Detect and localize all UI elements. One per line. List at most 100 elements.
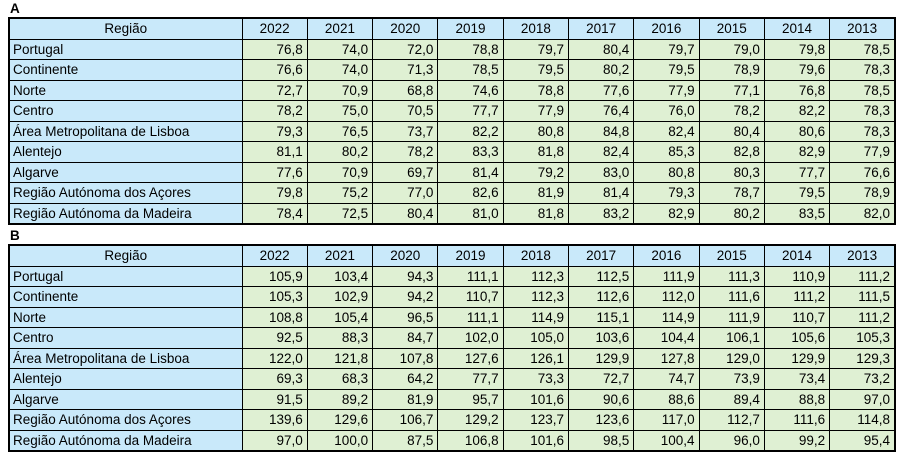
value-cell[interactable]: 96,0 — [698, 429, 765, 452]
value-cell[interactable]: 111,1 — [437, 306, 504, 328]
year-column-header[interactable]: 2017 — [567, 244, 635, 267]
value-cell[interactable]: 79,5 — [633, 59, 700, 81]
value-cell[interactable]: 91,5 — [241, 388, 308, 410]
value-cell[interactable]: 70,9 — [306, 79, 374, 101]
value-cell[interactable]: 82,0 — [829, 202, 896, 225]
year-column-header[interactable]: 2015 — [698, 244, 765, 267]
value-cell[interactable]: 81,8 — [502, 202, 569, 225]
value-cell[interactable]: 77,7 — [763, 161, 831, 183]
year-column-header[interactable]: 2013 — [829, 17, 896, 40]
value-cell[interactable]: 97,0 — [241, 429, 308, 452]
value-cell[interactable]: 73,7 — [372, 120, 439, 142]
value-cell[interactable]: 99,2 — [763, 429, 831, 452]
value-cell[interactable]: 78,9 — [698, 59, 765, 81]
value-cell[interactable]: 74,7 — [633, 368, 700, 390]
value-cell[interactable]: 81,0 — [437, 202, 504, 225]
value-cell[interactable]: 79,8 — [763, 38, 831, 60]
value-cell[interactable]: 81,1 — [241, 141, 308, 163]
value-cell[interactable]: 76,0 — [633, 100, 700, 122]
value-cell[interactable]: 78,2 — [241, 100, 308, 122]
value-cell[interactable]: 111,2 — [829, 265, 896, 287]
value-cell[interactable]: 77,6 — [241, 161, 308, 183]
value-cell[interactable]: 80,2 — [306, 141, 374, 163]
value-cell[interactable]: 77,9 — [633, 79, 700, 101]
value-cell[interactable]: 121,8 — [306, 347, 374, 369]
region-cell[interactable]: Algarve — [8, 388, 243, 410]
value-cell[interactable]: 80,2 — [567, 59, 635, 81]
value-cell[interactable]: 94,3 — [372, 265, 439, 287]
value-cell[interactable]: 78,5 — [829, 38, 896, 60]
value-cell[interactable]: 78,2 — [698, 100, 765, 122]
value-cell[interactable]: 105,3 — [829, 327, 896, 349]
value-cell[interactable]: 74,0 — [306, 59, 374, 81]
value-cell[interactable]: 78,5 — [829, 79, 896, 101]
value-cell[interactable]: 94,2 — [372, 286, 439, 308]
value-cell[interactable]: 92,5 — [241, 327, 308, 349]
value-cell[interactable]: 78,8 — [437, 38, 504, 60]
value-cell[interactable]: 102,9 — [306, 286, 374, 308]
value-cell[interactable]: 79,3 — [633, 182, 700, 204]
value-cell[interactable]: 80,8 — [633, 161, 700, 183]
value-cell[interactable]: 88,3 — [306, 327, 374, 349]
value-cell[interactable]: 79,7 — [502, 38, 569, 60]
value-cell[interactable]: 78,7 — [698, 182, 765, 204]
region-cell[interactable]: Norte — [8, 306, 243, 328]
value-cell[interactable]: 72,7 — [241, 79, 308, 101]
value-cell[interactable]: 79,7 — [633, 38, 700, 60]
value-cell[interactable]: 117,0 — [633, 409, 700, 431]
value-cell[interactable]: 73,9 — [698, 368, 765, 390]
value-cell[interactable]: 123,6 — [567, 409, 635, 431]
value-cell[interactable]: 95,4 — [829, 429, 896, 452]
year-column-header[interactable]: 2019 — [437, 244, 504, 267]
value-cell[interactable]: 75,2 — [306, 182, 374, 204]
value-cell[interactable]: 111,9 — [633, 265, 700, 287]
value-cell[interactable]: 77,6 — [567, 79, 635, 101]
value-cell[interactable]: 111,9 — [698, 306, 765, 328]
value-cell[interactable]: 88,8 — [763, 388, 831, 410]
value-cell[interactable]: 76,5 — [306, 120, 374, 142]
year-column-header[interactable]: 2021 — [306, 17, 374, 40]
value-cell[interactable]: 84,7 — [372, 327, 439, 349]
region-cell[interactable]: Alentejo — [8, 368, 243, 390]
value-cell[interactable]: 96,5 — [372, 306, 439, 328]
region-cell[interactable]: Continente — [8, 286, 243, 308]
value-cell[interactable]: 78,2 — [372, 141, 439, 163]
value-cell[interactable]: 105,9 — [241, 265, 308, 287]
value-cell[interactable]: 77,1 — [698, 79, 765, 101]
value-cell[interactable]: 111,1 — [437, 265, 504, 287]
value-cell[interactable]: 102,0 — [437, 327, 504, 349]
region-cell[interactable]: Norte — [8, 79, 243, 101]
value-cell[interactable]: 110,9 — [763, 265, 831, 287]
value-cell[interactable]: 89,2 — [306, 388, 374, 410]
value-cell[interactable]: 89,4 — [698, 388, 765, 410]
value-cell[interactable]: 78,3 — [829, 59, 896, 81]
value-cell[interactable]: 77,7 — [437, 100, 504, 122]
year-column-header[interactable]: 2018 — [502, 17, 569, 40]
year-column-header[interactable]: 2018 — [502, 244, 569, 267]
value-cell[interactable]: 95,7 — [437, 388, 504, 410]
value-cell[interactable]: 129,3 — [829, 347, 896, 369]
value-cell[interactable]: 114,9 — [502, 306, 569, 328]
value-cell[interactable]: 79,5 — [763, 182, 831, 204]
year-column-header[interactable]: 2014 — [763, 244, 831, 267]
value-cell[interactable]: 104,4 — [633, 327, 700, 349]
value-cell[interactable]: 83,2 — [567, 202, 635, 225]
value-cell[interactable]: 82,8 — [698, 141, 765, 163]
value-cell[interactable]: 112,6 — [567, 286, 635, 308]
value-cell[interactable]: 80,4 — [567, 38, 635, 60]
value-cell[interactable]: 80,8 — [502, 120, 569, 142]
value-cell[interactable]: 129,2 — [437, 409, 504, 431]
value-cell[interactable]: 127,6 — [437, 347, 504, 369]
value-cell[interactable]: 111,2 — [829, 306, 896, 328]
value-cell[interactable]: 79,2 — [502, 161, 569, 183]
value-cell[interactable]: 81,4 — [437, 161, 504, 183]
value-cell[interactable]: 112,5 — [567, 265, 635, 287]
value-cell[interactable]: 108,8 — [241, 306, 308, 328]
region-cell[interactable]: Centro — [8, 100, 243, 122]
value-cell[interactable]: 72,0 — [372, 38, 439, 60]
value-cell[interactable]: 82,2 — [437, 120, 504, 142]
value-cell[interactable]: 105,4 — [306, 306, 374, 328]
value-cell[interactable]: 71,3 — [372, 59, 439, 81]
value-cell[interactable]: 70,5 — [372, 100, 439, 122]
value-cell[interactable]: 110,7 — [763, 306, 831, 328]
